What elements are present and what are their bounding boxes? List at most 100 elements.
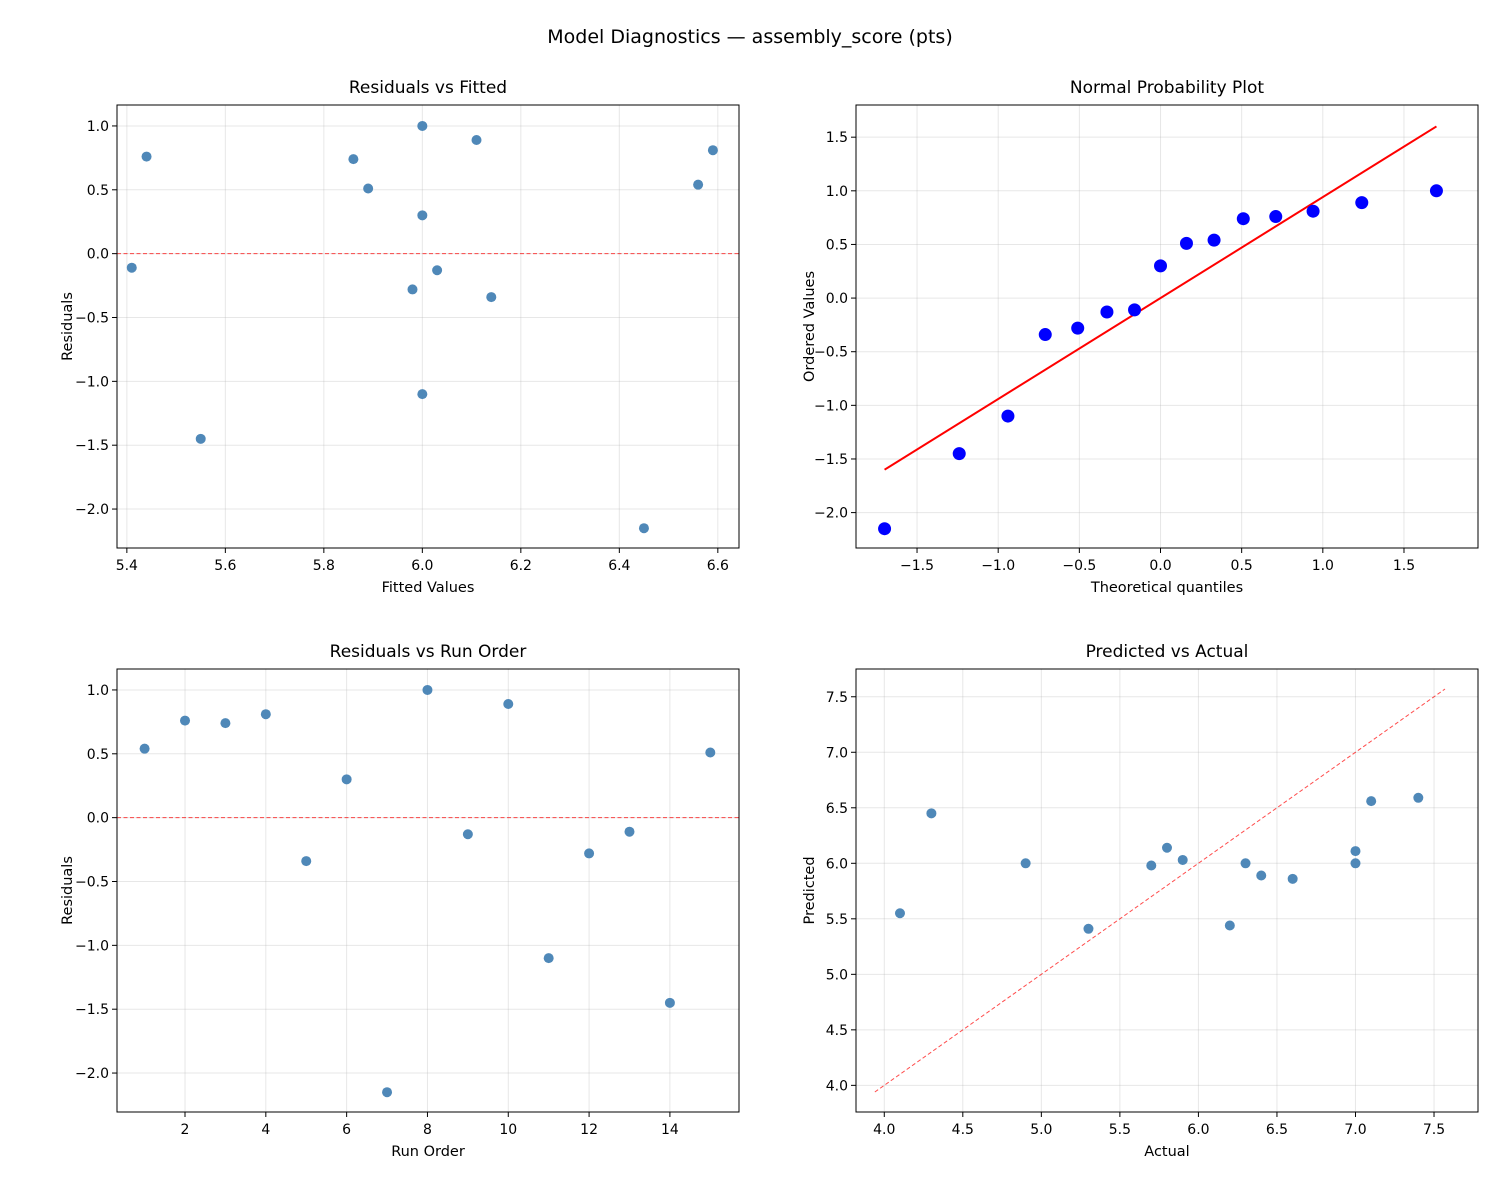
x-tick-label: 6.0: [1187, 1122, 1209, 1138]
subplot-2: −1.5 −1.0 −0.5 0.0 0.5 1.0 1.5 −2.0 −1.5 −1.0 −0.5…: [802, 78, 1479, 596]
data-point: [407, 284, 418, 295]
y-tick-label: 6.0: [826, 856, 848, 872]
y-axis-label: Ordered Values: [802, 271, 818, 382]
axes-frame: [116, 104, 740, 549]
fit-line: [884, 125, 1437, 471]
x-tick-label: 6.6: [707, 558, 729, 574]
y-tick-label: 7.5: [826, 690, 848, 706]
y-tick-label: 0.0: [87, 247, 109, 263]
figure-suptitle: Model Diagnostics — assembly_score (pts): [547, 26, 952, 48]
subplot-title: Residuals vs Run Order: [330, 642, 527, 662]
y-axis-label: Predicted: [802, 856, 818, 924]
data-point: [1146, 860, 1157, 871]
y-tick-label: 5.0: [826, 967, 848, 983]
y-tick-label: −1.0: [75, 938, 109, 954]
data-point: [180, 715, 191, 726]
x-axis-label: Theoretical quantiles: [1090, 580, 1243, 596]
y-tick-label: 1.5: [826, 130, 848, 146]
x-tick-label: 7.0: [1344, 1122, 1366, 1138]
data-point: [486, 292, 497, 303]
y-tick-label: 0.5: [826, 237, 848, 253]
x-tick-label: 5.5: [1109, 1122, 1131, 1138]
y-tick-label: −1.0: [75, 374, 109, 390]
data-point: [422, 684, 433, 695]
data-point: [432, 265, 443, 276]
y-tick-label: −1.0: [814, 398, 848, 414]
data-point: [1128, 303, 1142, 317]
x-axis-label: Fitted Values: [382, 580, 475, 596]
data-point: [462, 829, 473, 840]
y-tick-label: 1.0: [87, 683, 109, 699]
subplot-title: Predicted vs Actual: [1086, 642, 1249, 662]
data-point: [382, 1087, 393, 1098]
y-tick-label: −0.5: [75, 874, 109, 890]
data-point: [1154, 259, 1168, 273]
data-point: [707, 145, 718, 156]
data-point: [543, 953, 554, 964]
subplot-title: Residuals vs Fitted: [349, 78, 507, 98]
data-point: [1413, 792, 1424, 803]
data-point: [417, 120, 428, 131]
data-point: [139, 743, 150, 754]
data-point: [926, 808, 937, 819]
data-point: [141, 151, 152, 162]
x-tick-label: −1.5: [900, 558, 934, 574]
data-point: [348, 154, 359, 165]
y-axis-label: Residuals: [60, 856, 76, 925]
x-tick-label: 0.0: [1149, 558, 1171, 574]
data-point: [1177, 854, 1188, 865]
x-tick-label: −1.0: [981, 558, 1015, 574]
x-axis-label: Actual: [1144, 1144, 1189, 1160]
data-point: [1240, 858, 1251, 869]
subplot-1: 5.4 5.6 5.8 6.0 6.2 6.4 6.6 −2.0 −1.5 −1.0 −0.5 0.0…: [60, 78, 740, 596]
data-point: [301, 856, 312, 867]
data-point: [471, 134, 482, 145]
y-tick-label: −1.5: [814, 452, 848, 468]
data-point: [1366, 796, 1377, 807]
x-axis-label: Run Order: [391, 1144, 465, 1160]
x-tick-label: 14: [661, 1122, 679, 1138]
y-tick-label: −0.5: [814, 345, 848, 361]
data-point: [1207, 233, 1221, 247]
identity-line: [874, 688, 1446, 1093]
y-tick-label: 1.0: [87, 119, 109, 135]
data-point: [1350, 858, 1361, 869]
x-tick-label: 4.5: [952, 1122, 974, 1138]
subplot-title: Normal Probability Plot: [1070, 78, 1265, 98]
data-point: [1355, 196, 1369, 210]
y-tick-label: −1.5: [75, 438, 109, 454]
data-point: [1429, 184, 1443, 198]
data-point: [341, 774, 352, 785]
y-tick-label: 6.5: [826, 801, 848, 817]
axes-frame: [855, 104, 1479, 549]
data-point: [1038, 328, 1052, 342]
data-point: [195, 433, 206, 444]
data-point: [1350, 846, 1361, 857]
data-point: [1071, 321, 1085, 335]
data-point: [220, 718, 231, 729]
y-axis-label: Residuals: [60, 292, 76, 361]
axes-frame: [116, 668, 740, 1113]
x-tick-label: 8: [423, 1122, 432, 1138]
y-tick-label: 5.5: [826, 912, 848, 928]
data-point: [584, 848, 595, 859]
y-tick-label: 4.0: [826, 1078, 848, 1094]
x-tick-label: 2: [181, 1122, 190, 1138]
data-point: [260, 709, 271, 720]
data-point: [417, 389, 428, 400]
x-tick-label: 1.0: [1312, 558, 1334, 574]
x-tick-label: 5.4: [116, 558, 138, 574]
x-tick-label: 4: [261, 1122, 270, 1138]
y-tick-label: 7.0: [826, 745, 848, 761]
data-point: [1020, 858, 1031, 869]
x-tick-label: 6.5: [1266, 1122, 1288, 1138]
data-point: [1001, 409, 1015, 423]
data-point: [693, 179, 704, 190]
data-point: [638, 523, 649, 534]
data-point: [952, 447, 966, 461]
data-point: [705, 747, 716, 758]
data-point: [1083, 923, 1094, 934]
x-tick-label: 5.0: [1030, 1122, 1052, 1138]
